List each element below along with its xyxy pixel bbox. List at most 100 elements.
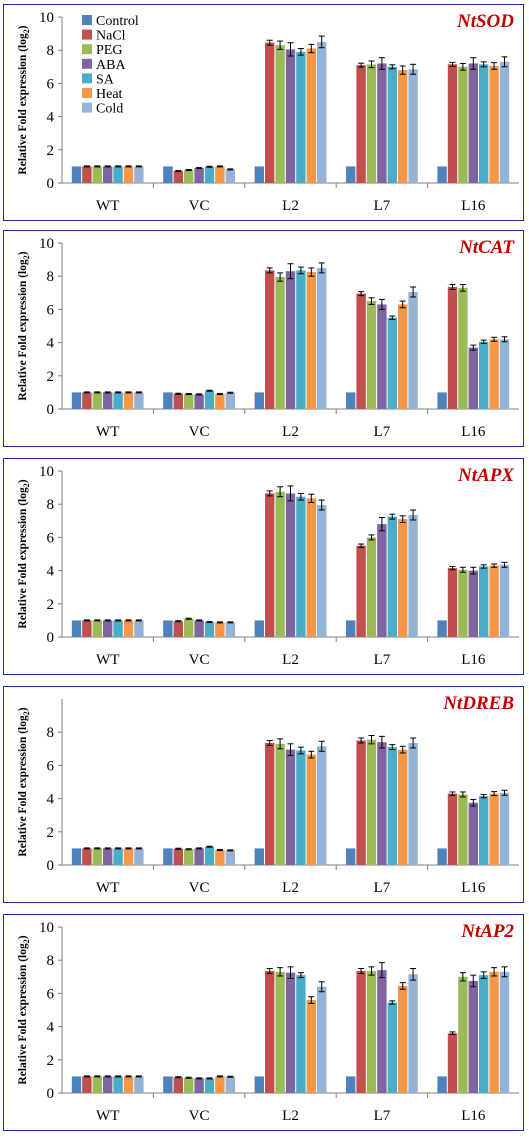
error-bar — [358, 543, 365, 548]
bar — [225, 392, 235, 409]
bar — [103, 1076, 113, 1093]
error-bar — [308, 267, 315, 277]
error-bar — [378, 57, 385, 70]
bar — [134, 848, 144, 865]
bar — [184, 849, 194, 865]
bar — [499, 339, 510, 409]
error-bar — [449, 565, 456, 571]
error-bar — [368, 966, 375, 976]
error-bar — [287, 485, 294, 502]
y-tick-label: 10 — [39, 10, 54, 26]
y-tick-label: 8 — [47, 269, 55, 285]
bar — [387, 747, 397, 865]
error-bar — [491, 336, 498, 342]
bar — [408, 742, 418, 865]
x-tick-label: L16 — [461, 198, 486, 214]
error-bar — [175, 170, 182, 173]
bar — [377, 742, 387, 865]
error-bar — [449, 1031, 456, 1036]
bar — [113, 848, 123, 865]
error-bar — [216, 1075, 223, 1078]
bar — [215, 850, 225, 865]
error-bar — [501, 966, 508, 978]
bar — [356, 65, 366, 183]
error-bar — [470, 344, 477, 351]
bar — [377, 304, 387, 409]
error-bar — [227, 1075, 234, 1078]
bar — [317, 986, 327, 1093]
error-bar — [227, 391, 234, 394]
bar — [437, 1076, 447, 1093]
x-tick-label: WT — [96, 652, 119, 668]
chart-svg: 0 2 4 6 8 10 WT VC L2 L7 L16 Relative Fold expressi… — [17, 464, 519, 668]
error-bar — [358, 62, 365, 68]
bar — [499, 971, 510, 1093]
error-bar — [83, 165, 90, 168]
bar — [479, 796, 489, 865]
bar — [437, 392, 447, 409]
error-bar — [449, 61, 456, 67]
error-bar — [501, 561, 508, 568]
bar — [225, 1076, 235, 1093]
legend-label: Cold — [96, 102, 123, 117]
legend-swatch — [82, 15, 92, 25]
error-bar — [125, 1075, 132, 1078]
bar — [71, 166, 82, 183]
bar — [387, 317, 397, 409]
x-tick-label: WT — [96, 198, 119, 214]
error-bar — [297, 972, 304, 979]
bar — [479, 975, 489, 1093]
error-bar — [83, 1075, 90, 1078]
error-bar — [125, 619, 132, 622]
x-tick-label: L7 — [374, 1108, 391, 1124]
error-bar — [410, 509, 417, 521]
error-bar — [389, 64, 396, 70]
error-bar — [227, 168, 234, 171]
error-bar — [135, 165, 142, 168]
bar — [489, 339, 499, 409]
error-bar — [104, 619, 111, 622]
chart-title: NtAPX — [457, 465, 515, 486]
error-bar — [389, 1000, 396, 1005]
bar — [398, 70, 408, 183]
error-bar — [459, 566, 466, 573]
error-bar — [125, 165, 132, 168]
error-bar — [480, 61, 487, 68]
bar — [306, 754, 316, 865]
y-tick-label: 6 — [47, 986, 55, 1002]
bar — [113, 166, 123, 183]
bar — [134, 1076, 144, 1093]
error-bar — [470, 974, 477, 988]
bar — [275, 743, 285, 865]
legend-swatch — [82, 88, 92, 98]
bar — [275, 277, 285, 409]
bar — [285, 271, 296, 409]
y-tick-label: 4 — [47, 336, 55, 352]
bar — [92, 392, 102, 409]
x-tick-label: L2 — [282, 198, 299, 214]
bar — [163, 848, 173, 865]
error-bar — [216, 393, 223, 396]
bar — [92, 1076, 102, 1093]
y-tick-label: 2 — [47, 369, 55, 385]
bar — [447, 286, 458, 409]
bar — [194, 394, 204, 409]
error-bar — [368, 297, 375, 305]
bar — [92, 620, 102, 637]
bar — [387, 66, 397, 183]
error-bar — [185, 617, 192, 620]
bar — [468, 802, 478, 865]
bar — [499, 564, 510, 637]
bar — [204, 1078, 215, 1093]
error-bar — [115, 165, 122, 168]
error-bar — [308, 996, 315, 1004]
error-bar — [115, 847, 122, 850]
error-bar — [501, 789, 508, 796]
error-bar — [399, 515, 406, 523]
legend-label: NaCl — [96, 29, 126, 44]
error-bar — [480, 564, 487, 569]
bar — [317, 505, 327, 637]
bar — [225, 622, 235, 637]
error-bar — [175, 847, 182, 850]
bar — [317, 267, 327, 409]
